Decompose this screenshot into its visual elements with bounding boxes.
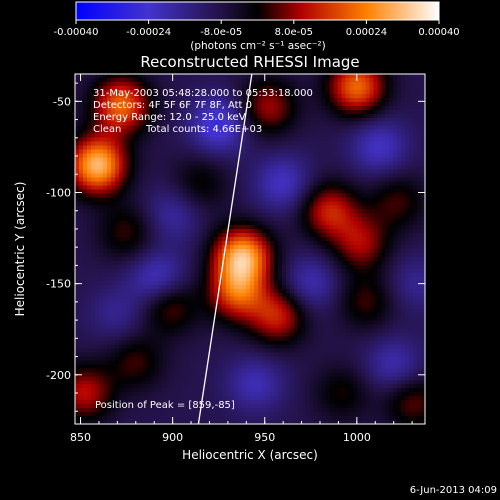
- colorbar: -0.00040 -0.00024 -8.0e-05 8.0e-05 0.00024 0.…: [54, 1, 460, 52]
- y-tick-label: -50: [53, 95, 71, 108]
- annotation-block: 31-May-2003 05:48:28.000 to 05:53:18.000…: [93, 88, 313, 135]
- annotation-time-range: 31-May-2003 05:48:28.000 to 05:53:18.000: [93, 88, 313, 99]
- peak-position-label: Position of Peak = [859,-85]: [95, 400, 235, 411]
- annotation-detectors: Detectors: 4F 5F 6F 7F 8F, Att 0: [93, 100, 252, 111]
- y-tick-label: -150: [46, 278, 71, 291]
- x-tick-label: 1000: [343, 431, 371, 444]
- colorbar-tick-label: -0.00040: [54, 27, 99, 38]
- colorbar-tick-label: 8.0e-05: [275, 27, 313, 38]
- annotation-clean: Clean: [93, 124, 121, 135]
- colorbar-tick-label: -8.0e-05: [200, 27, 242, 38]
- x-tick-label: 900: [162, 431, 183, 444]
- annotation-energy-range: Energy Range: 12.0 - 25.0 keV: [93, 112, 246, 123]
- colorbar-tick-label: 0.00040: [418, 27, 459, 38]
- colorbar-ticks: -0.00040 -0.00024 -8.0e-05 8.0e-05 0.00024 0.…: [54, 20, 460, 38]
- x-axis: 850 900 950 1000: [70, 74, 413, 444]
- x-axis-label: Heliocentric X (arcsec): [182, 448, 318, 462]
- plot-frame: [74, 73, 426, 425]
- colorbar-tick-label: 0.00024: [346, 27, 387, 38]
- annotation-total-counts: Total counts: 4.66E+03: [145, 124, 262, 135]
- y-tick-label: -100: [46, 186, 71, 199]
- heatmap-image: [75, 74, 425, 424]
- y-axis-label: Heliocentric Y (arcsec): [13, 182, 27, 317]
- solar-limb-line: [197, 74, 253, 424]
- y-tick-label: -200: [46, 369, 71, 382]
- colorbar-units: (photons cm⁻² s⁻¹ asec⁻²): [190, 40, 325, 52]
- colorbar-tick-label: -0.00024: [126, 27, 171, 38]
- plot-area: [75, 74, 425, 424]
- footer-timestamp: 6-Jun-2013 04:09: [410, 485, 497, 496]
- colorbar-gradient: [75, 1, 440, 21]
- y-axis: -50 -100 -150 -200: [46, 82, 425, 412]
- x-tick-label: 950: [254, 431, 275, 444]
- chart-title: Reconstructed RHESSI Image: [140, 53, 359, 71]
- x-tick-label: 850: [70, 431, 91, 444]
